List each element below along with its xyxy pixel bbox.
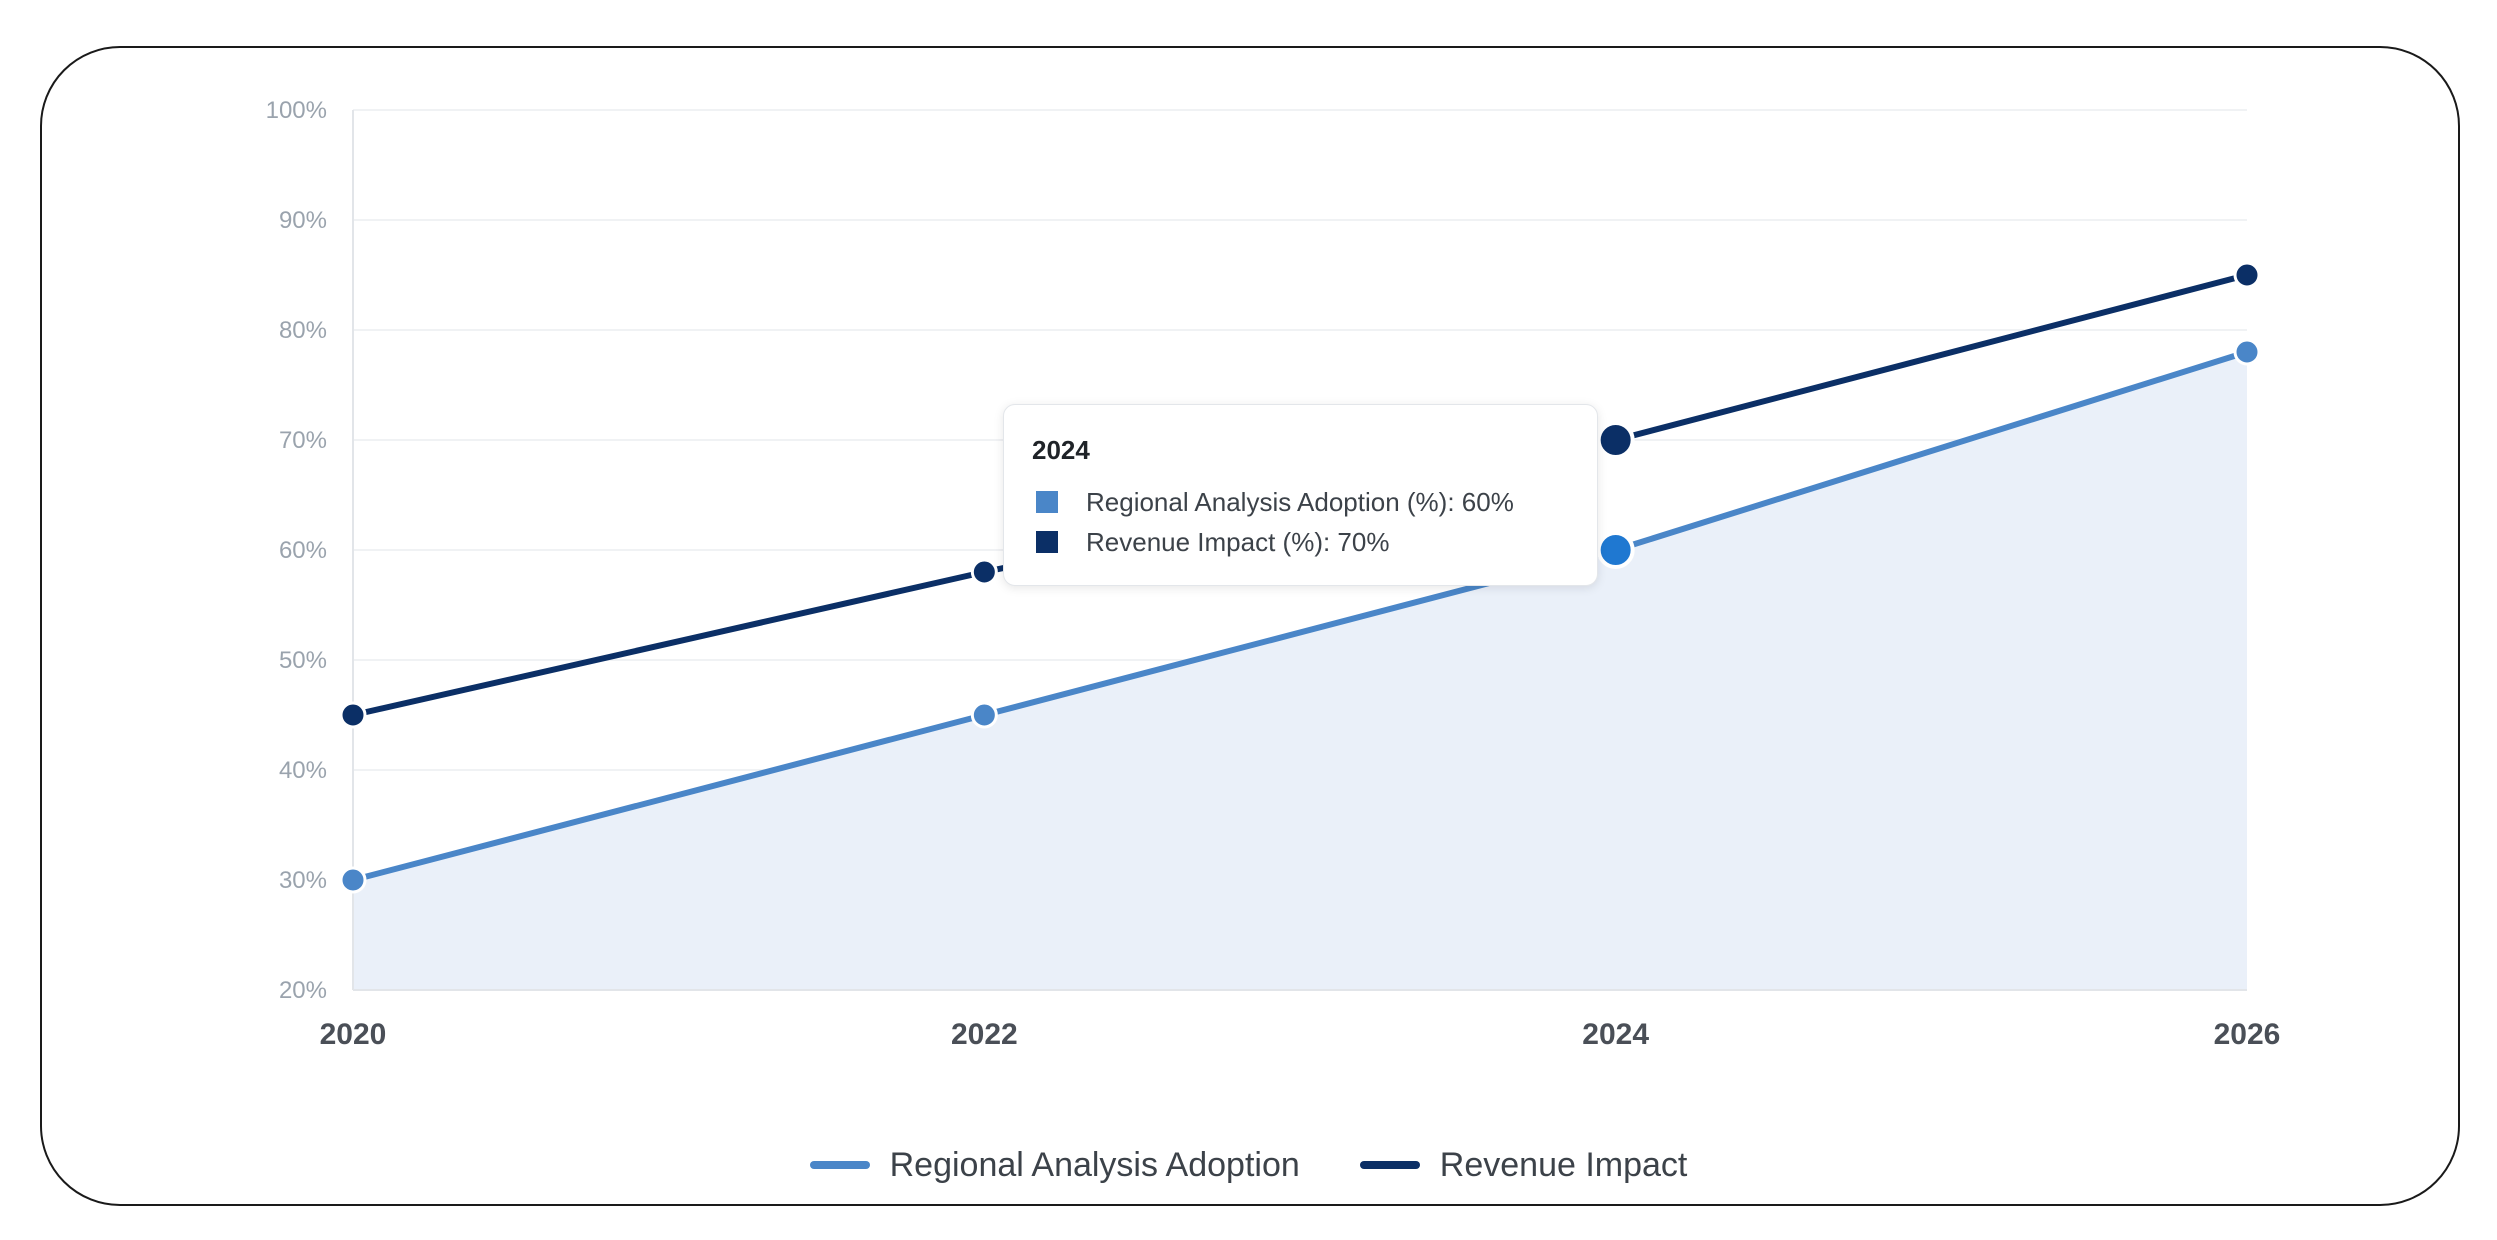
legend-swatch-revenue [1359, 1161, 1420, 1169]
data-point-0-0[interactable] [339, 866, 367, 894]
legend-label-revenue: Revenue Impact [1439, 1145, 1688, 1184]
series-area-0 [353, 352, 2247, 990]
series-points[interactable] [339, 261, 2261, 894]
y-tick-label: 30% [279, 867, 327, 894]
x-tick-label: 2026 [2214, 1018, 2281, 1051]
x-tick-label: 2024 [1582, 1018, 1649, 1051]
legend-swatch-adoption [809, 1161, 870, 1169]
x-tick-label: 2020 [320, 1018, 387, 1051]
tooltip-row-revenue: Revenue Impact (%): 70% [1032, 522, 1569, 562]
tooltip-swatch-revenue [1036, 531, 1058, 553]
y-tick-label: 50% [279, 647, 327, 674]
data-point-1-3[interactable] [2233, 261, 2261, 289]
legend-label-adoption: Regional Analysis Adoption [889, 1145, 1300, 1184]
y-tick-label: 80% [279, 317, 327, 344]
tooltip: 2024 Regional Analysis Adoption (%): 60%… [1003, 404, 1598, 586]
y-axis-ticks: 20% 30% 40% 50% 60% 70% 80% 90% 100% [266, 97, 327, 1004]
y-tick-label: 60% [279, 537, 327, 564]
legend-item-adoption[interactable]: Regional Analysis Adoption [809, 1145, 1300, 1185]
x-tick-label: 2022 [951, 1018, 1018, 1051]
data-point-1-0[interactable] [339, 701, 367, 729]
data-point-1-1[interactable] [970, 558, 998, 586]
data-point-1-2[interactable] [1596, 421, 1635, 459]
data-point-0-3[interactable] [2233, 338, 2261, 366]
tooltip-title: 2024 [1032, 435, 1090, 465]
tooltip-label-revenue: Revenue Impact (%): 70% [1086, 526, 1390, 557]
y-tick-label: 90% [279, 207, 327, 234]
y-tick-label: 40% [279, 757, 327, 784]
data-point-0-2[interactable] [1596, 531, 1635, 569]
tooltip-row-adoption: Regional Analysis Adoption (%): 60% [1032, 482, 1569, 522]
x-axis-ticks: 2020 2022 2024 2026 [320, 1018, 2281, 1051]
legend-item-revenue[interactable]: Revenue Impact [1359, 1145, 1688, 1185]
series-line-0 [350, 349, 2250, 883]
area-fill [353, 352, 2247, 990]
data-point-0-1[interactable] [970, 701, 998, 729]
tooltip-label-adoption: Regional Analysis Adoption (%): 60% [1086, 486, 1514, 517]
legend: Regional Analysis Adoption Revenue Impac… [0, 1140, 2497, 1190]
tooltip-swatch-adoption [1036, 491, 1058, 513]
y-tick-label: 70% [279, 427, 327, 454]
y-tick-label: 100% [266, 97, 327, 124]
axes [352, 110, 2247, 991]
y-tick-label: 20% [279, 977, 327, 1004]
